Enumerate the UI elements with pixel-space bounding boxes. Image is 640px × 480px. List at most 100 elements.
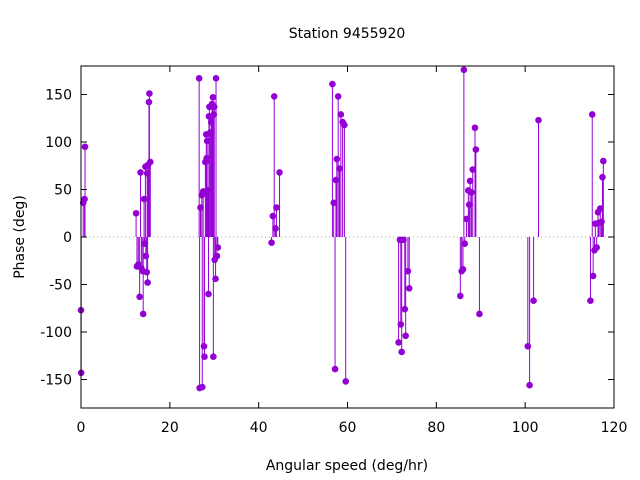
data-point (200, 342, 208, 350)
data-point (132, 209, 140, 217)
data-point (402, 332, 409, 340)
x-tick-label: 120 (601, 420, 628, 436)
data-point (600, 157, 607, 165)
data-point (145, 98, 153, 106)
data-point (146, 158, 154, 166)
data-point (397, 321, 405, 328)
data-point (268, 239, 275, 246)
data-point (203, 154, 210, 162)
data-point (400, 236, 407, 244)
data-point (141, 240, 148, 247)
data-point (273, 204, 280, 211)
data-point (587, 297, 594, 304)
data-point (146, 90, 153, 97)
data-point (210, 103, 218, 111)
data-point (144, 279, 151, 286)
data-point (465, 201, 473, 208)
data-point (269, 212, 277, 220)
data-point (210, 111, 218, 118)
data-point (213, 252, 221, 260)
data-point (398, 348, 405, 356)
data-point (212, 275, 219, 283)
data-point (207, 118, 215, 126)
data-point (81, 143, 89, 151)
data-point (472, 146, 480, 153)
data-point (404, 267, 412, 275)
data-point (140, 195, 148, 203)
data-point (526, 381, 533, 389)
y-tick-label: 150 (45, 88, 72, 104)
x-tick-label: 100 (512, 420, 539, 436)
y-tick-label: 50 (54, 183, 72, 199)
data-point (457, 292, 464, 300)
data-point (466, 177, 474, 185)
data-point (524, 342, 532, 350)
data-point (530, 297, 537, 304)
data-point (137, 169, 144, 176)
data-point (270, 93, 278, 100)
data-point (588, 111, 596, 118)
data-point (336, 165, 343, 172)
data-point (330, 199, 338, 207)
data-point (199, 188, 207, 195)
data-point (598, 218, 605, 226)
y-tick-label: 100 (45, 135, 72, 151)
data-point (209, 94, 217, 101)
x-tick-label: 20 (161, 420, 179, 436)
data-point (405, 285, 413, 292)
chart-title: Station 9455920 (289, 26, 406, 42)
data-point (276, 169, 283, 176)
data-point (460, 66, 468, 74)
data-point (203, 137, 211, 145)
data-point (342, 378, 350, 385)
data-point (197, 204, 204, 211)
data-point (331, 365, 339, 373)
data-point (395, 339, 402, 346)
data-point (337, 111, 345, 118)
data-point (136, 293, 143, 301)
x-axis-label: Angular speed (deg/hr) (266, 458, 428, 474)
data-point (139, 310, 147, 318)
data-point (206, 129, 214, 136)
y-tick-label: -50 (49, 278, 72, 294)
data-point (205, 290, 212, 298)
data-point (471, 124, 479, 132)
x-tick-label: 0 (77, 420, 86, 436)
data-point (459, 266, 467, 273)
x-tick-label: 80 (427, 420, 445, 436)
data-point (461, 240, 469, 247)
data-point (401, 305, 409, 313)
y-axis-label: Phase (deg) (12, 195, 28, 279)
data-point (212, 75, 220, 82)
data-point (596, 205, 604, 212)
data-point (329, 80, 336, 88)
data-point (535, 116, 542, 124)
y-tick-label: 0 (63, 230, 72, 246)
data-point (272, 225, 279, 232)
data-point (198, 383, 206, 391)
data-point (143, 170, 151, 177)
x-tick-label: 60 (339, 420, 357, 436)
data-point (469, 166, 477, 173)
data-point (201, 353, 208, 361)
data-point (341, 121, 348, 129)
data-point (476, 310, 483, 318)
data-point (210, 353, 217, 361)
data-point (333, 155, 341, 163)
data-point (463, 215, 470, 223)
x-tick-label: 40 (250, 420, 268, 436)
data-point (214, 244, 222, 251)
data-point (332, 176, 340, 184)
data-point (589, 272, 597, 280)
y-tick-label: -150 (40, 373, 72, 389)
data-point (81, 195, 88, 203)
data-point (204, 187, 212, 194)
data-point (195, 75, 203, 82)
data-point (468, 189, 475, 196)
data-point (334, 93, 342, 100)
data-point (143, 268, 151, 276)
data-point (593, 244, 600, 251)
data-point (142, 252, 150, 260)
y-tick-label: -100 (40, 325, 72, 341)
